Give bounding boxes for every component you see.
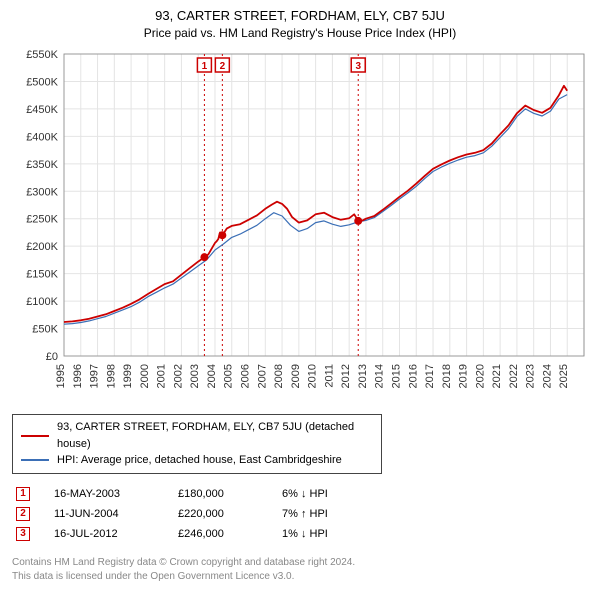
- legend-item: 93, CARTER STREET, FORDHAM, ELY, CB7 5JU…: [21, 419, 373, 452]
- svg-text:2018: 2018: [441, 364, 453, 388]
- sales-table: 1 16-MAY-2003 £180,000 6% ↓ HPI 2 11-JUN-2004…: [12, 484, 588, 544]
- svg-text:2004: 2004: [206, 364, 218, 388]
- svg-text:2017: 2017: [424, 364, 436, 388]
- chart-svg: £0 £50K £100K £150K £200K £250K £300K £350K £400…: [12, 46, 588, 406]
- sale-date: 11-JUN-2004: [54, 508, 154, 520]
- footer-line1: Contains HM Land Registry data © Crown c…: [12, 556, 588, 570]
- svg-text:£450K: £450K: [26, 104, 58, 116]
- legend: 93, CARTER STREET, FORDHAM, ELY, CB7 5JU…: [12, 414, 382, 474]
- price-chart: £0 £50K £100K £150K £200K £250K £300K £350K £400…: [12, 46, 588, 406]
- sale-price: £246,000: [178, 528, 258, 540]
- svg-text:£100K: £100K: [26, 296, 58, 308]
- svg-text:2025: 2025: [558, 364, 570, 388]
- svg-text:2021: 2021: [491, 364, 503, 388]
- svg-text:£50K: £50K: [32, 324, 58, 336]
- sale-marker: 3: [16, 527, 30, 541]
- svg-text:1998: 1998: [105, 364, 117, 388]
- svg-text:2013: 2013: [357, 364, 369, 388]
- sale-row: 2 11-JUN-2004 £220,000 7% ↑ HPI: [12, 504, 588, 524]
- svg-text:2006: 2006: [240, 364, 252, 388]
- svg-text:2010: 2010: [307, 364, 319, 388]
- sale-marker: 2: [16, 507, 30, 521]
- legend-swatch: [21, 435, 49, 437]
- svg-text:2003: 2003: [189, 364, 201, 388]
- svg-text:2020: 2020: [474, 364, 486, 388]
- sale-date: 16-JUL-2012: [54, 528, 154, 540]
- legend-item: HPI: Average price, detached house, East…: [21, 452, 373, 469]
- svg-text:1995: 1995: [55, 364, 67, 388]
- svg-text:£0: £0: [46, 351, 58, 363]
- svg-text:2015: 2015: [390, 364, 402, 388]
- svg-text:2019: 2019: [458, 364, 470, 388]
- svg-text:£400K: £400K: [26, 131, 58, 143]
- svg-text:2016: 2016: [407, 364, 419, 388]
- sale-row: 1 16-MAY-2003 £180,000 6% ↓ HPI: [12, 484, 588, 504]
- svg-text:2024: 2024: [541, 364, 553, 388]
- svg-text:£550K: £550K: [26, 49, 58, 61]
- report-container: 93, CARTER STREET, FORDHAM, ELY, CB7 5JU…: [0, 0, 600, 592]
- svg-text:2011: 2011: [323, 364, 335, 388]
- svg-text:2023: 2023: [525, 364, 537, 388]
- subtitle: Price paid vs. HM Land Registry's House …: [12, 26, 588, 40]
- legend-swatch: [21, 459, 49, 461]
- svg-text:1997: 1997: [89, 364, 101, 388]
- legend-label: HPI: Average price, detached house, East…: [57, 452, 342, 469]
- sale-price: £220,000: [178, 508, 258, 520]
- svg-text:2014: 2014: [374, 364, 386, 388]
- svg-text:2000: 2000: [139, 364, 151, 388]
- svg-text:£250K: £250K: [26, 214, 58, 226]
- sale-delta: 7% ↑ HPI: [282, 508, 382, 520]
- svg-text:3: 3: [355, 61, 361, 72]
- sale-date: 16-MAY-2003: [54, 488, 154, 500]
- svg-text:2005: 2005: [223, 364, 235, 388]
- svg-text:1: 1: [202, 61, 208, 72]
- sale-row: 3 16-JUL-2012 £246,000 1% ↓ HPI: [12, 524, 588, 544]
- svg-text:2: 2: [220, 61, 226, 72]
- svg-text:1996: 1996: [72, 364, 84, 388]
- sale-delta: 1% ↓ HPI: [282, 528, 382, 540]
- svg-text:2008: 2008: [273, 364, 285, 388]
- svg-text:2001: 2001: [156, 364, 168, 388]
- legend-label: 93, CARTER STREET, FORDHAM, ELY, CB7 5JU…: [57, 419, 373, 452]
- svg-text:2022: 2022: [508, 364, 520, 388]
- svg-text:£300K: £300K: [26, 186, 58, 198]
- sale-marker: 1: [16, 487, 30, 501]
- svg-text:2012: 2012: [340, 364, 352, 388]
- svg-text:2007: 2007: [256, 364, 268, 388]
- svg-text:£150K: £150K: [26, 269, 58, 281]
- svg-text:2002: 2002: [172, 364, 184, 388]
- footer-line2: This data is licensed under the Open Gov…: [12, 570, 588, 584]
- title: 93, CARTER STREET, FORDHAM, ELY, CB7 5JU: [12, 8, 588, 23]
- footer: Contains HM Land Registry data © Crown c…: [12, 556, 588, 584]
- svg-text:2009: 2009: [290, 364, 302, 388]
- sale-delta: 6% ↓ HPI: [282, 488, 382, 500]
- svg-text:£200K: £200K: [26, 241, 58, 253]
- svg-text:£500K: £500K: [26, 76, 58, 88]
- svg-text:1999: 1999: [122, 364, 134, 388]
- sale-price: £180,000: [178, 488, 258, 500]
- svg-text:£350K: £350K: [26, 159, 58, 171]
